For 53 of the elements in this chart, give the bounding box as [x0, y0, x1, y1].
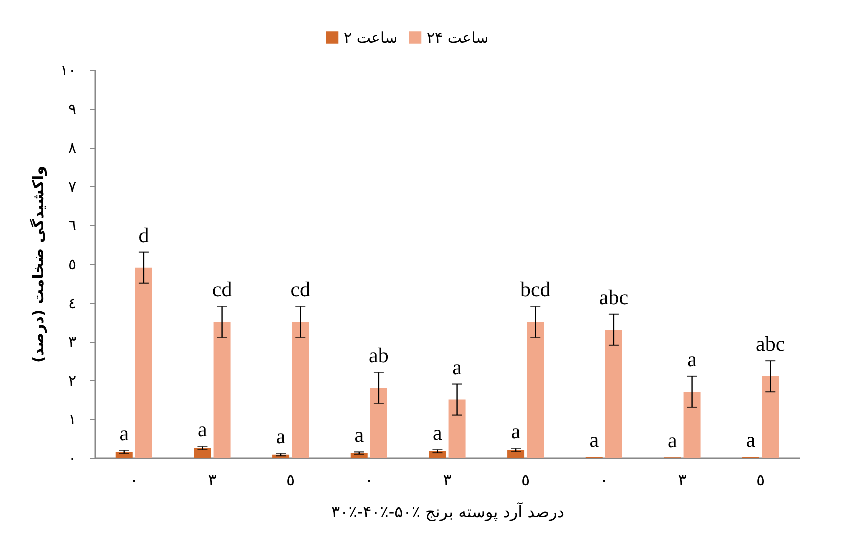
bar — [214, 322, 231, 458]
data-label: a — [354, 423, 365, 448]
data-label: a — [198, 418, 208, 442]
data-label: abc — [599, 285, 629, 310]
y-tick-label: ٢ — [68, 372, 76, 390]
data-label: a — [276, 424, 286, 449]
y-tick-label: ٤ — [68, 294, 76, 312]
x-tick-label: ٠ — [364, 470, 374, 490]
bar — [370, 388, 388, 458]
x-tick-label: ٣ — [443, 470, 452, 490]
bar — [135, 268, 152, 458]
x-tick-label: ٥ — [522, 470, 530, 490]
bar — [292, 322, 310, 458]
y-tick-label: ١ — [68, 410, 76, 429]
data-label: a — [688, 348, 698, 372]
data-label: bcd — [520, 278, 552, 302]
y-tick-label: ٥ — [68, 256, 76, 274]
data-label: a — [433, 420, 444, 445]
x-tick-label: ٠ — [600, 470, 608, 490]
data-label: a — [590, 428, 600, 452]
bar — [684, 392, 701, 458]
data-label: a — [511, 420, 522, 444]
x-axis-title: درصد آرد پوسته برنج ٪۵۰-٪۴۰-٪۳۰ — [332, 502, 564, 522]
data-label: a — [746, 428, 756, 452]
x-tick-label: ٠ — [130, 470, 138, 490]
y-tick-label: ٧ — [68, 178, 76, 196]
data-label: abc — [756, 332, 786, 356]
y-tick-label: ٩ — [68, 100, 76, 118]
y-tick-label: ٨ — [68, 139, 76, 158]
legend-label: ۲۴ ساعت — [427, 28, 489, 47]
data-label: ab — [369, 344, 389, 368]
data-label: a — [452, 355, 463, 380]
data-label: a — [120, 422, 130, 446]
bar — [194, 448, 212, 458]
y-tick-label: ٠ — [68, 450, 76, 468]
data-label: d — [138, 223, 150, 248]
legend-label: ۲ ساعت — [344, 28, 398, 47]
x-tick-label: ٥ — [756, 470, 766, 490]
y-tick-label: ٣ — [68, 333, 76, 352]
y-tick-label: ١٠ — [60, 62, 76, 80]
y-axis-title: واکشیدگی ضخامت (درصد) — [29, 166, 48, 363]
bar — [762, 376, 780, 458]
bar — [448, 400, 466, 458]
bar — [605, 330, 622, 458]
bar — [429, 451, 446, 458]
bar — [527, 322, 544, 458]
y-tick-label: ٦ — [68, 216, 76, 235]
x-tick-label: ٣ — [208, 470, 218, 490]
data-label: cd — [290, 278, 312, 302]
x-tick-label: ٥ — [286, 470, 296, 490]
data-label: cd — [212, 278, 233, 302]
data-label: a — [668, 428, 678, 453]
x-tick-label: ٣ — [678, 470, 688, 490]
